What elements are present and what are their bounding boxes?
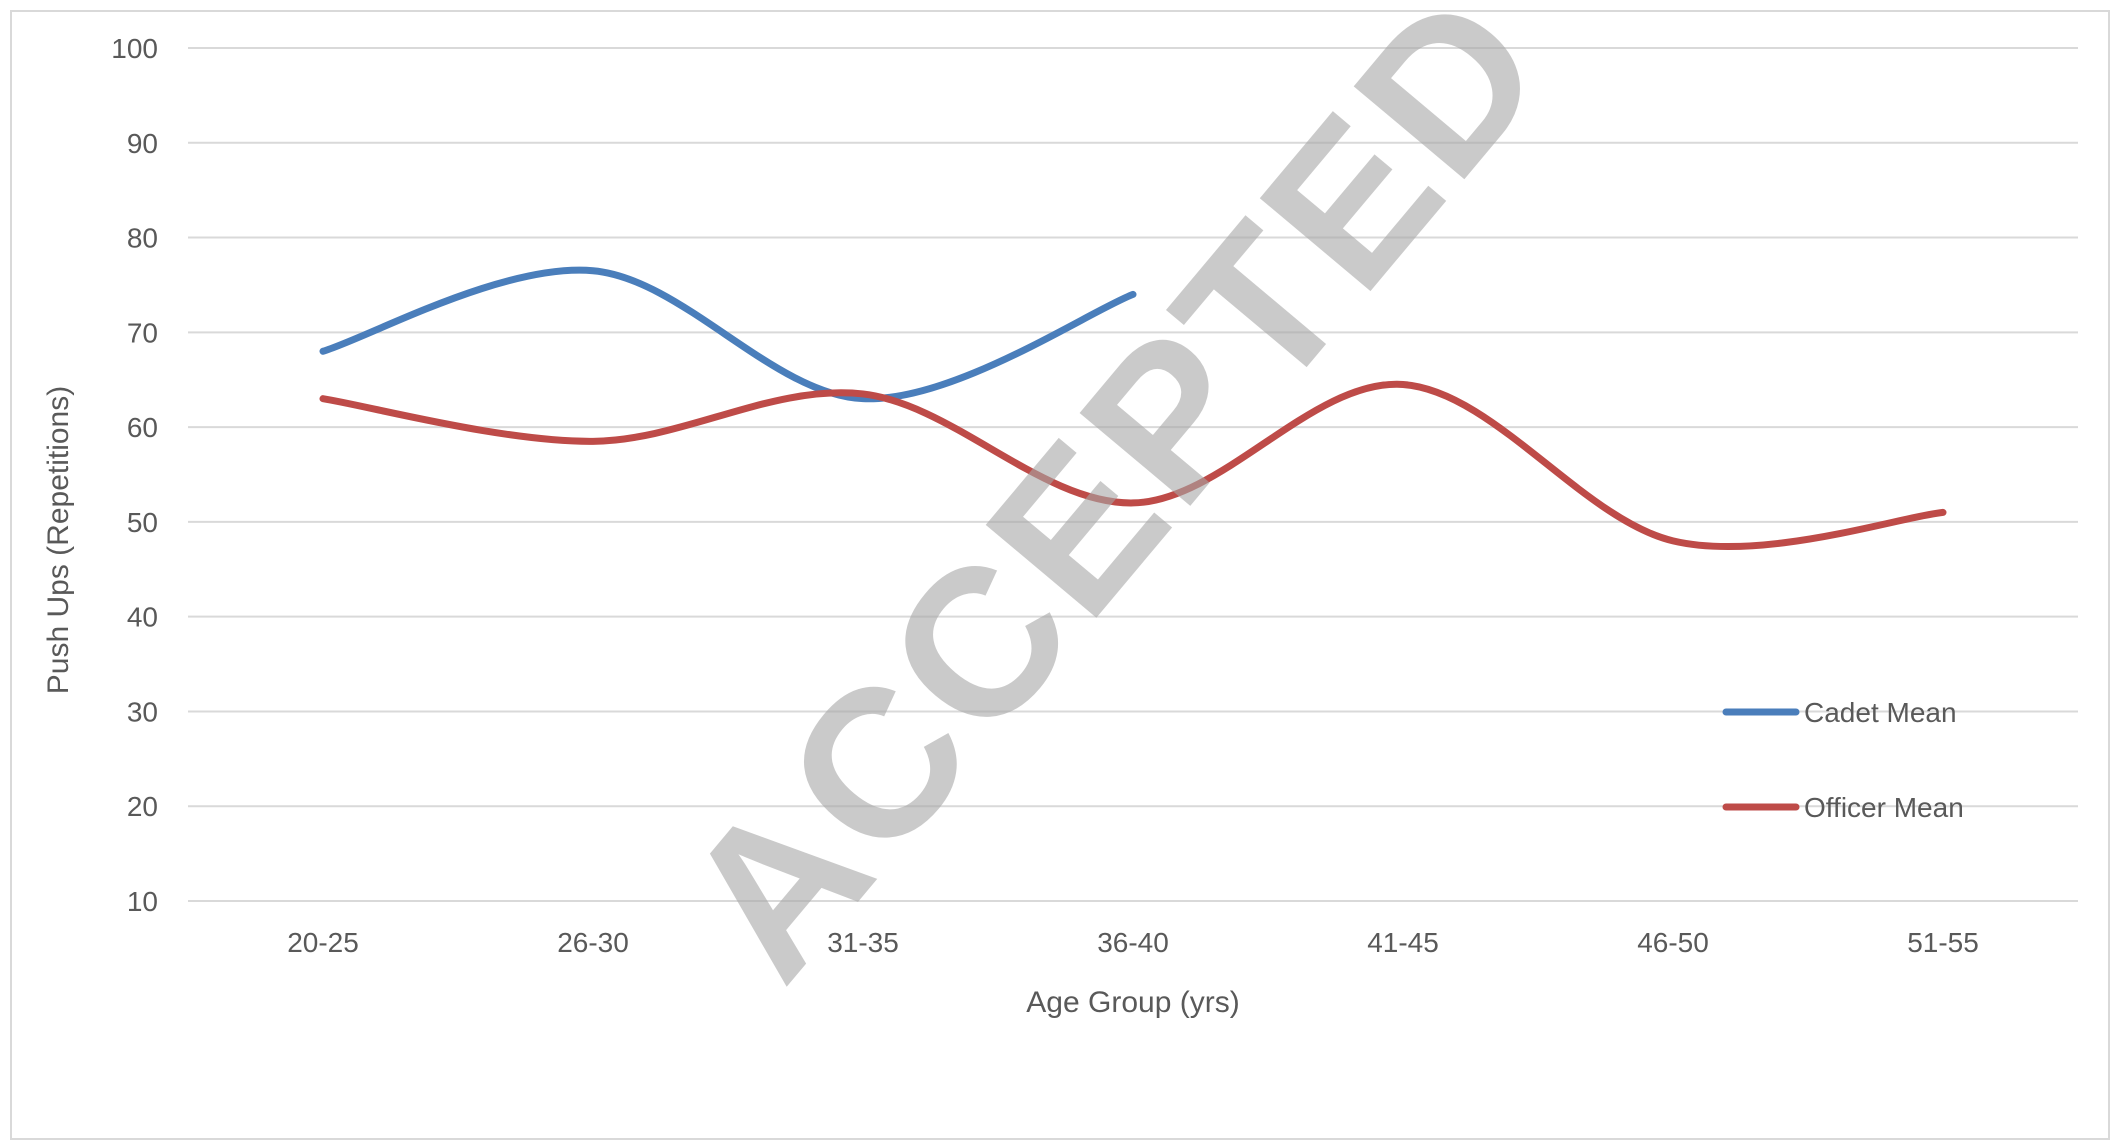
x-tick-label: 36-40 (1097, 927, 1169, 958)
y-tick-label: 90 (127, 128, 158, 159)
accepted-watermark: ACCEPTED (638, 0, 1591, 1020)
y-tick-label: 60 (127, 412, 158, 443)
legend-label-officer-mean: Officer Mean (1804, 792, 1964, 823)
y-tick-label: 20 (127, 791, 158, 822)
legend-label-cadet-mean: Cadet Mean (1804, 697, 1957, 728)
series-line-officer-mean (319, 380, 1947, 551)
series-lines (319, 266, 1947, 551)
x-tick-label: 26-30 (557, 927, 629, 958)
x-tick-label: 51-55 (1907, 927, 1979, 958)
x-tick-label: 31-35 (827, 927, 899, 958)
legend: Cadet Mean Officer Mean (1722, 697, 1964, 823)
x-tick-label: 20-25 (287, 927, 359, 958)
y-tick-label: 50 (127, 507, 158, 538)
y-tick-label: 80 (127, 223, 158, 254)
y-tick-label: 40 (127, 602, 158, 633)
chart-frame (10, 10, 2110, 1140)
series-line-cadet-mean (319, 266, 1137, 403)
y-axis-ticks: 10 20 30 40 50 60 70 80 90 100 (111, 33, 158, 917)
x-axis-ticks: 20-25 26-30 31-35 36-40 41-45 46-50 51-55 (287, 927, 1979, 958)
y-tick-label: 100 (111, 33, 158, 64)
gridlines (188, 47, 2078, 902)
x-tick-label: 41-45 (1367, 927, 1439, 958)
y-tick-label: 30 (127, 696, 158, 727)
x-tick-label: 46-50 (1637, 927, 1709, 958)
x-axis-title: Age Group (yrs) (1026, 986, 1239, 1019)
y-axis-title: Push Ups (Repetitions) (42, 386, 75, 694)
y-tick-label: 70 (127, 317, 158, 348)
y-tick-label: 10 (127, 886, 158, 917)
